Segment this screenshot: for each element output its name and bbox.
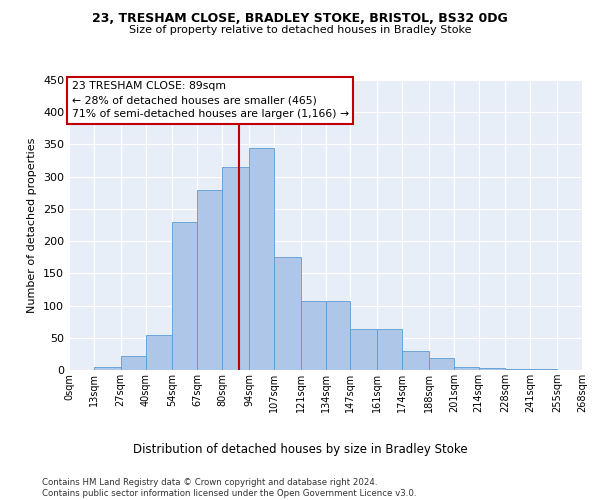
Bar	[479, 368, 505, 370]
Bar	[146, 334, 172, 370]
Bar	[172, 222, 197, 370]
Bar	[197, 190, 222, 370]
Text: 23 TRESHAM CLOSE: 89sqm
← 28% of detached houses are smaller (465)
71% of semi-d: 23 TRESHAM CLOSE: 89sqm ← 28% of detache…	[71, 82, 349, 120]
Bar	[249, 148, 274, 370]
Text: 23, TRESHAM CLOSE, BRADLEY STOKE, BRISTOL, BS32 0DG: 23, TRESHAM CLOSE, BRADLEY STOKE, BRISTO…	[92, 12, 508, 26]
Bar	[505, 368, 530, 370]
Bar	[121, 356, 146, 370]
Bar	[325, 301, 350, 370]
Bar	[94, 367, 121, 370]
Bar	[429, 358, 454, 370]
Text: Contains HM Land Registry data © Crown copyright and database right 2024.
Contai: Contains HM Land Registry data © Crown c…	[42, 478, 416, 498]
Text: Size of property relative to detached houses in Bradley Stoke: Size of property relative to detached ho…	[129, 25, 471, 35]
Bar	[222, 167, 249, 370]
Bar	[350, 330, 377, 370]
Bar	[454, 367, 479, 370]
Bar	[402, 350, 429, 370]
Bar	[377, 330, 402, 370]
Bar	[301, 301, 325, 370]
Text: Distribution of detached houses by size in Bradley Stoke: Distribution of detached houses by size …	[133, 442, 467, 456]
Bar	[274, 257, 301, 370]
Y-axis label: Number of detached properties: Number of detached properties	[28, 138, 37, 312]
